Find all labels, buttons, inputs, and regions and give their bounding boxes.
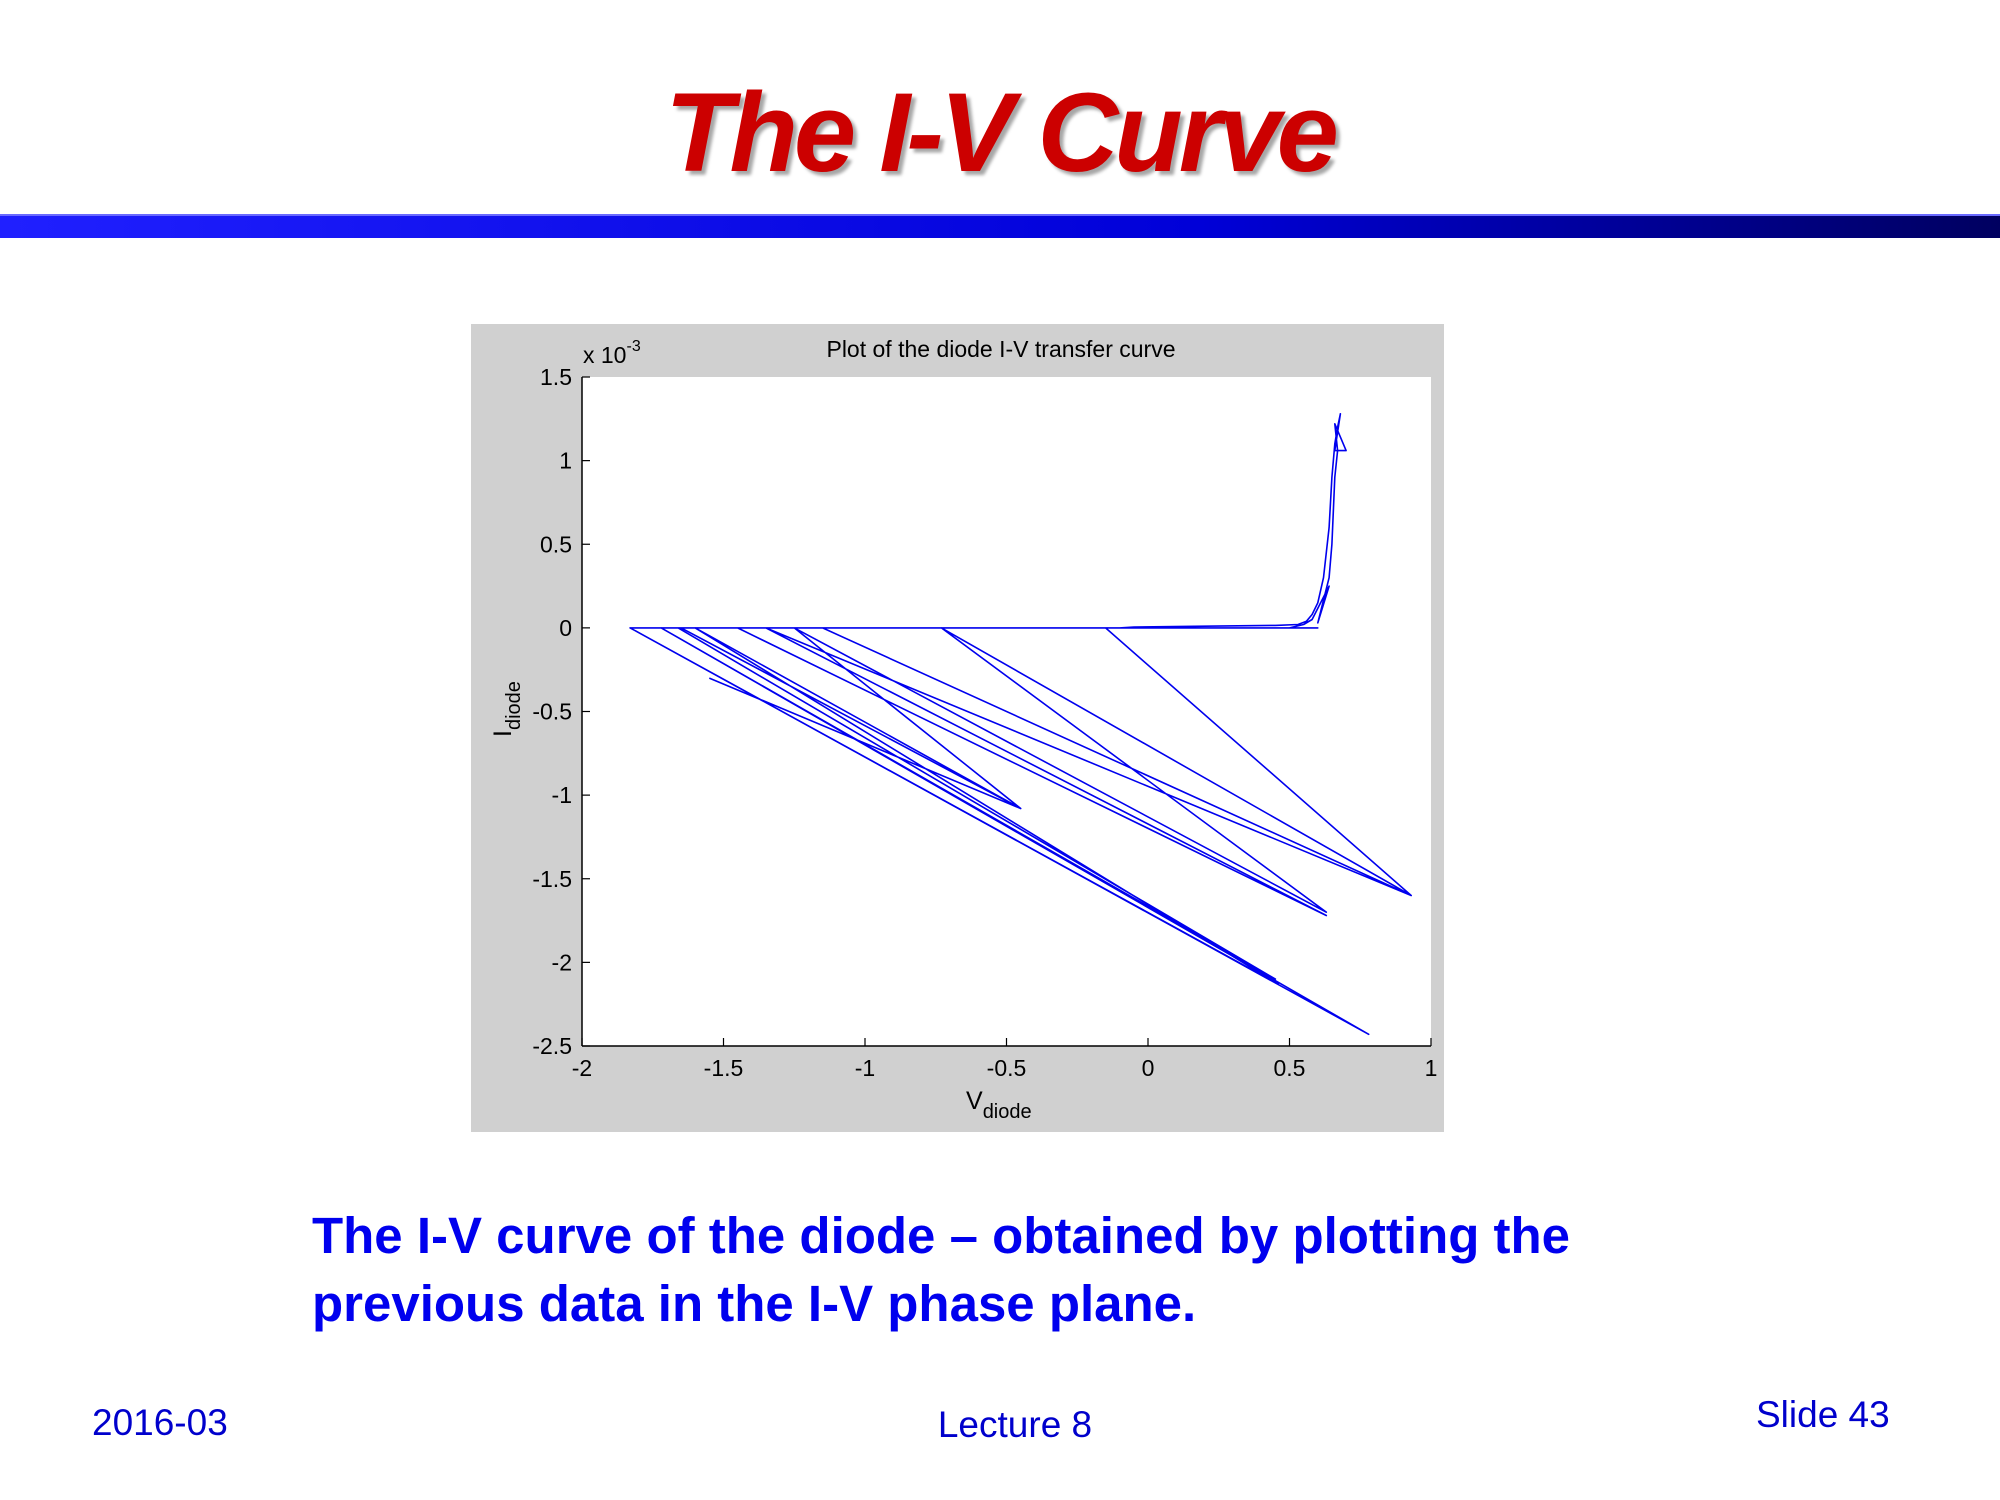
y-exponent-label: x 10-3 — [583, 338, 641, 368]
title-rule — [0, 214, 2000, 238]
footer-slide-number: Slide 43 — [1756, 1394, 1890, 1435]
y-exponent-base: x 10 — [583, 342, 626, 368]
y-tick-label: -1 — [552, 782, 572, 808]
series-line-0 — [629, 413, 1413, 1036]
y-axis-label-sub: diode — [503, 681, 525, 730]
y-axis-label: Idiode — [489, 681, 525, 737]
y-tick-label: -1.5 — [532, 866, 572, 892]
y-tick-label: 1 — [559, 448, 572, 474]
x-axis-label-main: V — [966, 1087, 983, 1115]
x-tick-label: -1.5 — [704, 1055, 744, 1081]
y-tick-label: -2.5 — [532, 1033, 572, 1059]
x-axis-label: Vdiode — [966, 1087, 1032, 1123]
chart-title: Plot of the diode I-V transfer curve — [826, 336, 1175, 362]
x-tick-label: -1 — [855, 1055, 875, 1081]
y-exponent-power: -3 — [626, 338, 640, 355]
caption-line-2: previous data in the I-V phase plane. — [312, 1275, 1197, 1332]
y-tick-label: -2 — [552, 949, 572, 975]
chart-svg: -2 -1.5 -1 -0.5 0 0.5 1-2.5-2-1.5-1-0.500.511.… — [489, 336, 1437, 1123]
x-tick-label: -0.5 — [987, 1055, 1027, 1081]
y-tick-label: 0 — [559, 615, 572, 641]
y-tick-label: 1.5 — [540, 364, 572, 390]
x-tick-label: 0.5 — [1274, 1055, 1306, 1081]
x-tick-label: 1 — [1425, 1055, 1438, 1081]
caption-line-1: The I-V curve of the diode – obtained by… — [312, 1207, 1571, 1264]
y-tick-label: 0.5 — [540, 531, 572, 557]
x-tick-label: 0 — [1142, 1055, 1155, 1081]
chart-figure: -2 -1.5 -1 -0.5 0 0.5 1 -2.5 -2 -1.5 -1 -0.5 0 0.5 1 1.… — [471, 324, 1444, 1132]
slide-title: The I-V Curve — [665, 70, 1339, 195]
footer-date: 2016-03 — [92, 1402, 228, 1443]
ticks-layer: -2 -1.5 -1 -0.5 0 0.5 1-2.5-2-1.5-1-0.500.511.… — [532, 364, 1437, 1081]
y-tick-label: -0.5 — [532, 699, 572, 725]
footer-lecture: Lecture 8 — [937, 1404, 1093, 1445]
curve-layer — [629, 413, 1413, 1036]
x-tick-label: -2 — [572, 1055, 592, 1081]
y-axis-label-main: I — [489, 730, 517, 737]
x-axis-label-sub: diode — [983, 1101, 1032, 1123]
slide-caption: The I-V curve of the diode – obtained by… — [312, 1202, 1772, 1338]
